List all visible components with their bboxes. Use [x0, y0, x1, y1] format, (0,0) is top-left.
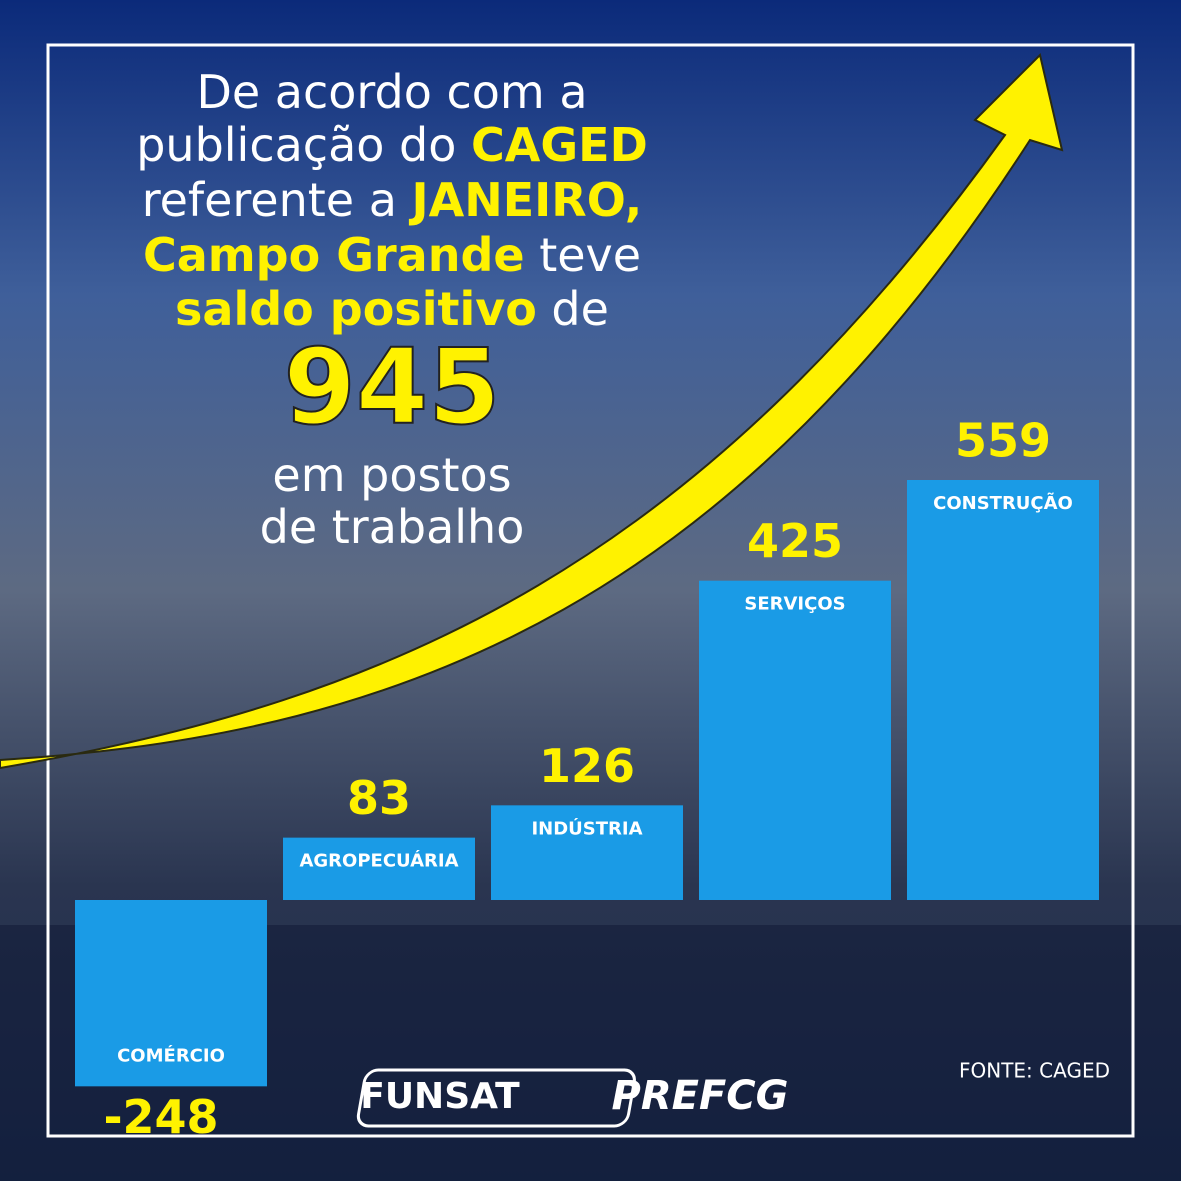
headline-segment: 945 — [283, 326, 500, 448]
category-label: CONSTRUÇÃO — [933, 491, 1073, 514]
source: FONTE: CAGED — [959, 1059, 1110, 1083]
headline-segment: saldo positivo — [175, 282, 537, 336]
bar — [75, 900, 267, 1087]
logo-box — [356, 1068, 636, 1128]
category-label: SERVIÇOS — [744, 594, 845, 615]
value-label: 559 — [955, 414, 1051, 468]
value-label: -248 — [103, 1090, 218, 1144]
headline-line: referente a JANEIRO, — [142, 173, 643, 227]
category-label: COMÉRCIO — [117, 1044, 225, 1066]
headline-segment: em postos — [272, 448, 511, 502]
funsat: FUNSAT — [360, 1076, 520, 1117]
headline-segment: publicação do — [136, 118, 471, 172]
headline-line: De acordo com a — [196, 65, 587, 119]
headline-segment: referente a — [142, 173, 412, 227]
headline-line: em postos — [272, 448, 511, 502]
headline-segment: Campo Grande — [143, 228, 525, 282]
headline-line: publicação do CAGED — [136, 118, 648, 172]
bar — [283, 837, 475, 900]
bar — [907, 480, 1099, 900]
headline-segment: teve — [525, 228, 641, 282]
headline-line: de trabalho — [260, 500, 525, 554]
category-label: INDÚSTRIA — [531, 817, 642, 839]
value-label: 425 — [747, 514, 843, 568]
headline-line: 945 — [283, 326, 500, 448]
headline-segment: CAGED — [471, 118, 648, 172]
headline-segment: De acordo com a — [196, 65, 587, 119]
category-label: AGROPECUÁRIA — [299, 850, 458, 872]
headline-segment: JANEIRO, — [409, 173, 643, 227]
value-label: 83 — [347, 771, 411, 825]
value-label: 126 — [539, 739, 635, 793]
bars: COMÉRCIO -248 AGROPECUÁRIA 83 INDÚSTRIA 126 SE… — [75, 414, 1099, 1144]
headline-segment: de trabalho — [260, 500, 525, 554]
headline-line: Campo Grande teve — [143, 228, 641, 282]
headline-line: saldo positivo de — [175, 282, 609, 336]
bar — [699, 580, 891, 900]
frame — [46, 43, 1135, 1138]
bar — [491, 805, 683, 900]
prefcg: PREFCG — [612, 1073, 789, 1119]
growth-arrow — [0, 53, 1064, 770]
headline-segment: de — [537, 282, 609, 336]
